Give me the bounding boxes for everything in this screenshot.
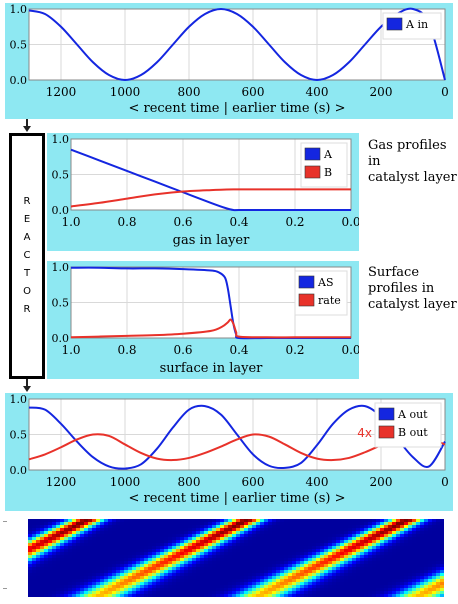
x-tick-label: 0.4: [229, 343, 248, 357]
gas-profiles-line-1: Gas profiles: [368, 138, 447, 153]
surface-profiles-line-3: catalyst layer: [368, 297, 457, 312]
series-line-a: [70, 148, 351, 212]
inlet-chart-panel: 1200 1000 800 600 400 200 0 0.0 0.5 1.0 < recent t…: [5, 3, 453, 119]
gas-profiles-line-3: catalyst layer: [368, 170, 457, 185]
heatmap-tick-top: [3, 521, 7, 522]
surface-profiles-line-2: profiles in: [368, 281, 435, 296]
x-axis-label: < recent time | earlier time (s) >: [128, 101, 345, 116]
b-out-multiplier: 4x: [357, 426, 372, 440]
reactor-letter: E: [23, 214, 31, 225]
surface-chart: 1.0 0.8 0.6 0.4 0.2 0.0 0.0 0.5 1.0 surface in la…: [52, 261, 360, 376]
y-tick-label: 0.5: [10, 429, 28, 442]
reactor-letter: T: [23, 268, 31, 279]
outlet-chart-panel: 1200 1000 800 600 400 200 0 0.0 0.5 1.0 < recent t…: [5, 393, 453, 511]
series-line-rate: [70, 318, 351, 339]
x-tick-label: 0: [441, 475, 449, 489]
x-tick-label: 0.8: [117, 215, 136, 229]
plot-frame: [70, 266, 352, 339]
y-tick-label: 1.0: [10, 3, 28, 16]
x-tick-label: 1.0: [61, 343, 80, 357]
reactor-letter: R: [23, 196, 31, 207]
x-tick-label: 0.6: [173, 343, 192, 357]
surface-profiles-label: Surface profiles in catalyst layer: [368, 265, 457, 313]
y-tick-label: 1.0: [10, 393, 28, 406]
legend-label: rate: [318, 294, 341, 307]
x-tick-label: 0.6: [173, 215, 192, 229]
x-axis-label: gas in layer: [173, 233, 250, 248]
y-tick-label: 0.5: [52, 297, 70, 310]
gas-profiles-label: Gas profiles in catalyst layer: [368, 138, 457, 186]
x-tick-label: 1200: [46, 475, 77, 489]
y-tick-label: 0.0: [10, 74, 28, 87]
x-tick-label: 600: [242, 475, 265, 489]
surface-profiles-line-1: Surface: [368, 265, 420, 280]
x-tick-label: 800: [178, 475, 201, 489]
x-tick-label: 0.0: [341, 343, 359, 357]
x-tick-label: 200: [370, 85, 393, 99]
y-tick-label: 0.0: [52, 204, 70, 217]
gas-chart-panel: 1.0 0.8 0.6 0.4 0.2 0.0 0.0 0.5 1.0 gas in layer A…: [47, 133, 359, 251]
x-tick-label: 800: [178, 85, 201, 99]
reactor-letter: R: [23, 304, 31, 315]
y-tick-label: 0.0: [52, 332, 70, 345]
y-tick-label: 1.0: [52, 133, 70, 146]
x-tick-label: 0.0: [341, 215, 359, 229]
legend-label: A in: [405, 18, 428, 31]
legend-swatch: [304, 147, 321, 161]
x-tick-label: 0.2: [285, 215, 304, 229]
x-tick-label: 0.8: [117, 343, 136, 357]
legend-label: A out: [397, 408, 428, 421]
legend-label: B: [324, 166, 332, 179]
legend-swatch: [298, 275, 315, 289]
x-tick-label: 1200: [46, 85, 77, 99]
reactor-letter: C: [23, 250, 31, 261]
x-tick-label: 400: [306, 475, 329, 489]
x-tick-label: 200: [370, 475, 393, 489]
legend-swatch: [378, 425, 395, 439]
x-tick-label: 0.4: [229, 215, 248, 229]
x-tick-label: 600: [242, 85, 265, 99]
legend-swatch: [386, 17, 403, 31]
legend-box: [294, 270, 348, 316]
x-tick-label: 1.0: [61, 215, 80, 229]
flow-arrowhead-bottom: [23, 386, 31, 392]
reactor-heatmap: [28, 519, 444, 597]
x-tick-label: 0.2: [285, 343, 304, 357]
gas-profiles-line-2: in: [368, 154, 381, 169]
legend-label: B out: [398, 426, 428, 439]
plot-frame: [28, 398, 446, 471]
legend-label: AS: [317, 276, 333, 289]
x-tick-label: 0: [441, 85, 449, 99]
reactor-letter: A: [23, 232, 31, 243]
heatmap-tick-bottom: [3, 588, 7, 589]
surface-chart-panel: 1.0 0.8 0.6 0.4 0.2 0.0 0.0 0.5 1.0 surface in la…: [47, 261, 359, 379]
x-axis-label: < recent time | earlier time (s) >: [128, 491, 345, 506]
outlet-chart: 1200 1000 800 600 400 200 0 0.0 0.5 1.0 < recent t…: [10, 393, 449, 506]
reactor-letter: O: [23, 286, 31, 297]
y-tick-label: 1.0: [52, 261, 70, 274]
y-tick-label: 0.0: [10, 464, 28, 477]
y-tick-label: 0.5: [10, 39, 28, 52]
x-tick-label: 1000: [110, 85, 141, 99]
plot-frame: [28, 8, 446, 81]
series-line-a-in: [28, 7, 446, 82]
x-tick-label: 400: [306, 85, 329, 99]
legend-label: A: [323, 148, 333, 161]
series-line-b: [70, 188, 352, 208]
flow-arrow-bottom: [26, 379, 28, 387]
y-tick-label: 0.5: [52, 169, 70, 182]
legend-swatch: [304, 165, 321, 179]
legend-swatch: [298, 293, 315, 307]
inlet-chart: 1200 1000 800 600 400 200 0 0.0 0.5 1.0 < recent t…: [10, 3, 449, 116]
legend-swatch: [378, 407, 395, 421]
gas-chart: 1.0 0.8 0.6 0.4 0.2 0.0 0.0 0.5 1.0 gas in layer A…: [52, 133, 360, 248]
x-axis-label: surface in layer: [160, 361, 264, 376]
flow-arrowhead-top: [23, 126, 31, 132]
flow-arrow-top: [26, 119, 28, 127]
plot-frame: [70, 138, 352, 211]
x-tick-label: 1000: [110, 475, 141, 489]
